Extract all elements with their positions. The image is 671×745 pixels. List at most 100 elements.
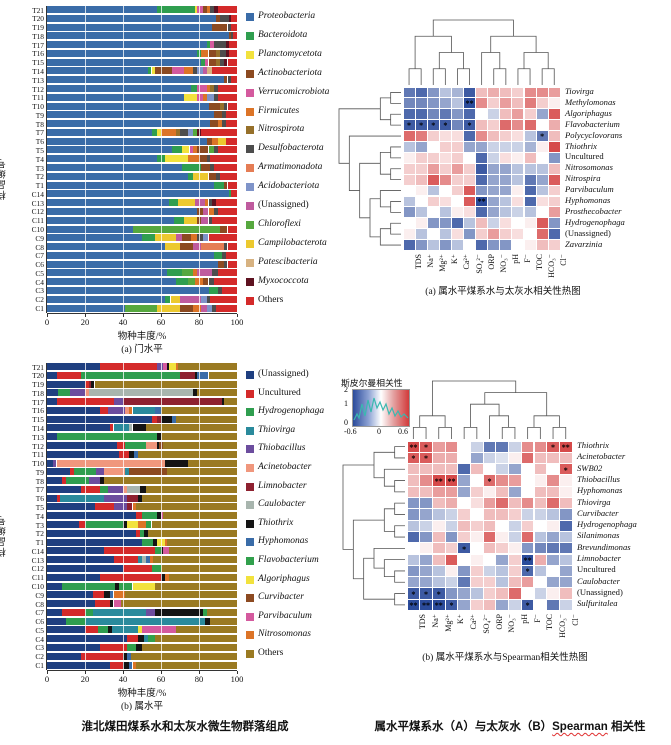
bar-segment: [210, 85, 215, 93]
bar-segment: [140, 485, 146, 493]
bar-segment: [134, 450, 139, 458]
legend-item: Others: [246, 648, 356, 661]
heatmap-cell: [476, 142, 488, 152]
heatmap-cell: [548, 185, 560, 196]
heatmap-cell: [476, 207, 488, 218]
bar-segment: [145, 556, 150, 564]
heatmap-cell: [488, 131, 500, 141]
stacked-bar: [47, 269, 237, 277]
bar-segment: [100, 363, 158, 370]
heatmap-cell: [559, 498, 572, 509]
bar-segment: [142, 512, 158, 520]
colorbar-title: 斯皮尔曼相关性: [341, 378, 403, 388]
sample-label: C10: [31, 225, 44, 234]
bar-segment: [47, 652, 82, 660]
colorbar-ytick-2: 2: [344, 385, 348, 394]
bar-segment: [88, 477, 101, 485]
heatmap-cell: [521, 577, 534, 588]
bar-segment: [47, 424, 110, 432]
heatmap-cell: [524, 196, 536, 207]
bar-segment: [164, 538, 167, 546]
significance-star: *: [411, 454, 416, 464]
bar-segment: [145, 608, 156, 616]
gridline: [199, 363, 200, 671]
heatmap-cell: [496, 475, 509, 486]
legend-swatch: [246, 31, 254, 40]
heatmap-cell: [403, 240, 415, 250]
heatmap-cell: [534, 475, 547, 486]
bar-segment: [153, 538, 158, 546]
bar-segment: [85, 617, 205, 625]
heatmap-cell: [445, 452, 458, 464]
legend-swatch: [246, 296, 254, 305]
bar-segment: [47, 49, 198, 57]
heatmap-cell: [548, 240, 560, 250]
bar-segment: [128, 450, 135, 458]
legend-item: (Unassigned): [246, 200, 356, 213]
heatmap-b-caption: (b) 属水平煤系水与Spearman相关性热图: [422, 653, 588, 663]
heatmap-cell: [432, 599, 445, 610]
bar-segment: [229, 41, 237, 49]
legend-item: Patescibacteria: [246, 257, 356, 270]
heatmap-cell: [420, 588, 432, 599]
bar-segment: [136, 643, 142, 651]
legend-label: Thiobacillus: [258, 443, 306, 454]
legend-swatch: [246, 202, 254, 210]
bar-segment: [47, 573, 101, 581]
heatmap-row-label: Thiobacillus: [577, 473, 620, 484]
bar-segment: [229, 190, 232, 198]
bar-segment: [216, 199, 237, 207]
bar-segment: [145, 424, 237, 432]
bar-segment: [47, 485, 82, 493]
stacked-bar: [47, 85, 237, 93]
bar-segment: [47, 450, 120, 458]
heatmap-cell: [496, 509, 509, 520]
bar-segment: [126, 643, 137, 651]
bar-segment: [202, 6, 207, 13]
heatmap-cell: [476, 87, 488, 98]
bar-segment: [214, 181, 224, 189]
heatmap-row-label: Methylomonas: [565, 96, 616, 107]
legend-item: Actinobacteriota: [246, 68, 356, 81]
legend-swatch: [246, 464, 254, 472]
bar-segment: [94, 380, 237, 388]
bar-segment: [47, 547, 104, 555]
legend-item: Hydrogenophaga: [246, 406, 356, 419]
bar-segment: [166, 538, 237, 546]
heatmap-cell: [476, 196, 488, 207]
bar-segment: [85, 608, 93, 616]
x-tick-label: 40: [118, 674, 128, 685]
heatmap-cell: [458, 588, 470, 599]
bar-segment: [126, 485, 141, 493]
stacked-bar: [47, 172, 237, 180]
heatmap-cell: [464, 218, 476, 229]
stacked-bar: [47, 216, 237, 224]
x-tick-label: 0: [44, 674, 50, 685]
bar-segment: [109, 600, 114, 608]
stacked-bar: [47, 146, 237, 154]
bar-segment: [223, 243, 228, 251]
sample-label: C4: [35, 634, 44, 644]
heatmap-cell: [500, 142, 512, 152]
heatmap-cell: [548, 152, 560, 163]
bar-segment: [176, 363, 179, 370]
bar-segment: [164, 295, 171, 303]
legend-swatch: [246, 164, 254, 173]
bar-segment: [157, 538, 165, 546]
heatmap-cell: [476, 98, 488, 109]
heatmap-cell: [451, 185, 463, 196]
sample-label: T8: [35, 476, 44, 486]
bar-segment: [142, 234, 156, 242]
heatmap-cell: [496, 464, 509, 475]
bar-segment: [104, 591, 110, 599]
heatmap-cell: [500, 120, 512, 131]
x-tickmark: [237, 314, 238, 318]
bar-segment: [202, 234, 209, 242]
heatmap-cell: [483, 520, 496, 531]
bar-segment: [212, 23, 228, 31]
stacked-bar: [47, 67, 237, 75]
bar-segment: [223, 58, 228, 66]
stacked-bar: [47, 477, 237, 485]
bar-segment: [218, 269, 237, 277]
